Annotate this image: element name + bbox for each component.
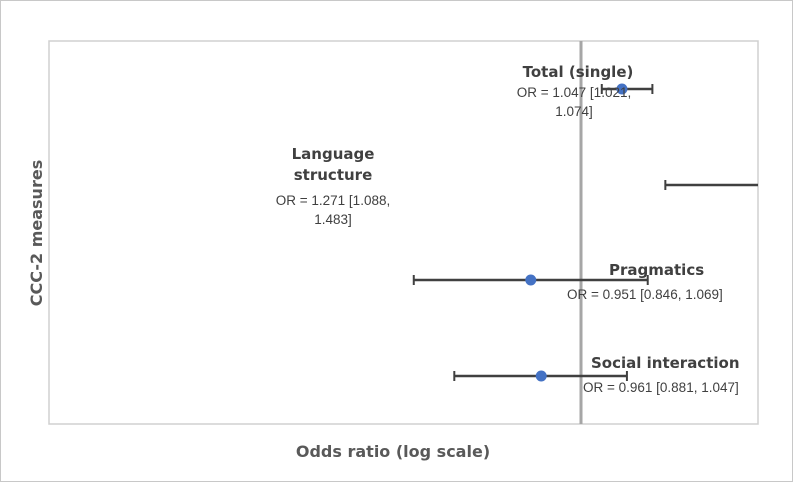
data-point-marker (525, 274, 537, 286)
or-annotation: 1.483] (314, 212, 352, 227)
or-annotation: 1.074] (555, 104, 593, 119)
point-label: Total (single) (523, 63, 634, 81)
plot-marks: Total (single) OR = 1.047 [1.021, 1.074] La… (276, 63, 758, 395)
data-point-marker (535, 370, 547, 382)
x-axis-title: Odds ratio (log scale) (296, 442, 490, 461)
y-axis-title: CCC-2 measures (27, 160, 46, 306)
or-annotation: OR = 1.271 [1.088, (276, 193, 390, 208)
plot-area-border (48, 40, 759, 425)
point-label: structure (294, 166, 373, 184)
or-annotation: OR = 0.961 [0.881, 1.047] (583, 380, 739, 395)
data-point-marker (616, 83, 628, 95)
or-annotation: OR = 0.951 [0.846, 1.069] (567, 287, 723, 302)
or-annotation: OR = 1.047 [1.021, (517, 85, 631, 100)
point-label: Social interaction (591, 354, 740, 372)
point-label: Pragmatics (609, 261, 704, 279)
point-label: Language (292, 145, 375, 163)
